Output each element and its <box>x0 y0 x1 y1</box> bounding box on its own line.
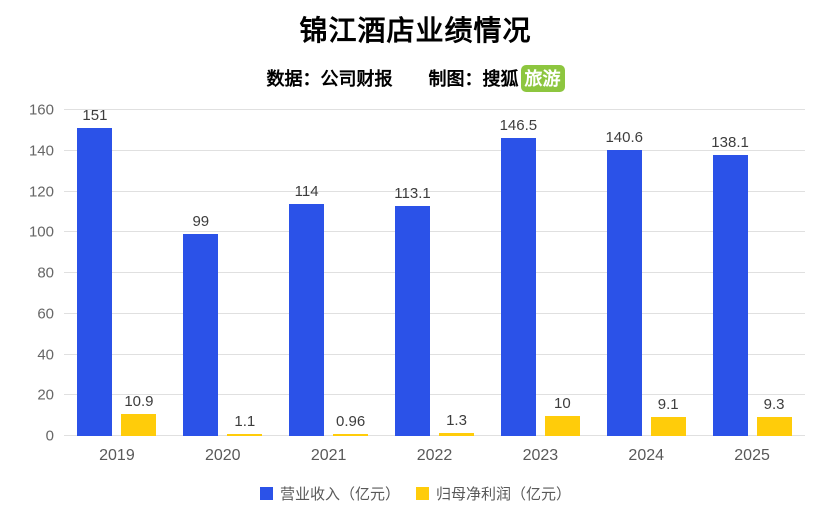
x-label-2022: 2022 <box>416 447 453 464</box>
bar-net-profit-2024: 9.1 <box>650 396 686 436</box>
bar-group-2022: 113.1 1.3 <box>382 110 488 436</box>
chart-by-value: 搜狐 <box>482 69 519 89</box>
gridline-100 <box>64 231 805 233</box>
bar-net-profit-2021: 0.96 <box>333 413 369 436</box>
legend-item-revenue: 营业收入（亿元） <box>259 483 400 504</box>
x-label-2021: 2021 <box>310 447 347 464</box>
gridline-40 <box>64 353 805 355</box>
value-label-net-profit-2025: 9.3 <box>763 396 785 414</box>
value-label-revenue-2023: 146.5 <box>499 116 538 134</box>
bar-net-profit-2023: 10 <box>544 395 580 436</box>
value-label-net-profit-2021: 0.96 <box>336 413 366 430</box>
y-tick-160: 160 <box>28 101 54 119</box>
chart-legend: 营业收入（亿元） 归母净利润（亿元） <box>0 483 831 504</box>
bar-net-profit-2019: 10.9 <box>121 393 157 436</box>
gridline-60 <box>64 312 805 314</box>
gridline-20 <box>64 394 805 396</box>
y-tick-140: 140 <box>28 142 54 160</box>
bar-revenue-2022: 113.1 <box>394 185 431 436</box>
y-tick-80: 80 <box>37 264 54 282</box>
chart-title: 锦江酒店业绩情况 <box>299 15 532 46</box>
bar-group-2019: 151 10.9 <box>64 107 170 436</box>
bar-revenue-2023: 146.5 <box>500 117 537 436</box>
gridline-120 <box>64 190 805 192</box>
bar-net-profit-2020: 1.1 <box>227 413 263 436</box>
gridline-0 <box>64 435 805 436</box>
y-tick-40: 40 <box>37 346 54 363</box>
y-tick-60: 60 <box>37 305 54 323</box>
x-label-2025: 2025 <box>734 447 770 464</box>
chart-subtitle: 数据：公司财报 制图：搜狐 旅游 <box>0 65 831 92</box>
bar-revenue-2019: 151 <box>77 107 113 436</box>
x-label-2024: 2024 <box>628 447 665 464</box>
x-label-2023: 2023 <box>522 447 559 464</box>
value-label-revenue-2024: 140.6 <box>605 128 643 146</box>
bar-revenue-2021: 114 <box>289 183 325 436</box>
value-label-revenue-2025: 138.1 <box>711 133 749 151</box>
value-label-net-profit-2020: 1.1 <box>234 412 256 430</box>
value-label-net-profit-2023: 10 <box>554 394 571 412</box>
bar-groups: 151 10.9 99 1.1 114 0.96 113.1 1.3 146.5 10 140.6 9… <box>64 107 805 436</box>
legend-swatch-revenue <box>259 487 273 500</box>
bar-group-2021: 114 0.96 <box>276 110 382 436</box>
gridline-80 <box>64 272 805 273</box>
x-axis: 2019 2020 2021 2022 2023 2024 2025 <box>64 447 805 465</box>
data-source-label: 数据： <box>266 69 321 89</box>
y-tick-120: 120 <box>28 183 54 200</box>
legend-swatch-net-profit <box>416 487 429 500</box>
bar-group-2020: 99 1.1 <box>170 110 276 436</box>
chart-by-label: 制图： <box>428 69 483 89</box>
legend-label-revenue: 营业收入（亿元） <box>279 486 400 503</box>
y-axis: 0 20 40 60 80 100 120 140 160 <box>0 102 54 445</box>
value-label-net-profit-2024: 9.1 <box>657 396 679 414</box>
bar-group-2024: 140.6 9.1 <box>593 110 699 436</box>
y-tick-0: 0 <box>45 427 54 445</box>
y-tick-100: 100 <box>28 223 54 241</box>
gridline-140 <box>64 149 805 151</box>
sohu-travel-badge: 旅游 <box>520 65 565 92</box>
bar-group-2025: 138.1 9.3 <box>699 110 805 436</box>
bar-revenue-2020: 99 <box>183 213 219 436</box>
x-label-2020: 2020 <box>204 447 241 464</box>
data-source-value: 公司财报 <box>320 69 393 89</box>
value-label-revenue-2022: 113.1 <box>394 184 431 202</box>
value-label-net-profit-2022: 1.3 <box>446 412 467 430</box>
bar-revenue-2024: 140.6 <box>605 129 643 436</box>
bar-net-profit-2022: 1.3 <box>439 412 474 436</box>
legend-item-net-profit: 归母净利润（亿元） <box>416 483 571 504</box>
value-label-revenue-2020: 99 <box>192 213 210 231</box>
bar-net-profit-2025: 9.3 <box>756 396 792 436</box>
bar-group-2023: 146.5 10 <box>487 110 593 436</box>
bar-revenue-2025: 138.1 <box>711 134 749 436</box>
gridline-160 <box>64 109 805 110</box>
value-label-revenue-2019: 151 <box>82 107 108 125</box>
x-label-2019: 2019 <box>99 447 135 464</box>
legend-label-net-profit: 归母净利润（亿元） <box>436 486 572 503</box>
value-label-revenue-2021: 114 <box>294 182 319 200</box>
y-tick-20: 20 <box>37 386 54 404</box>
plot-area: 151 10.9 99 1.1 114 0.96 113.1 1.3 146.5 10 140.6 9… <box>64 107 805 436</box>
value-label-net-profit-2019: 10.9 <box>124 392 154 410</box>
